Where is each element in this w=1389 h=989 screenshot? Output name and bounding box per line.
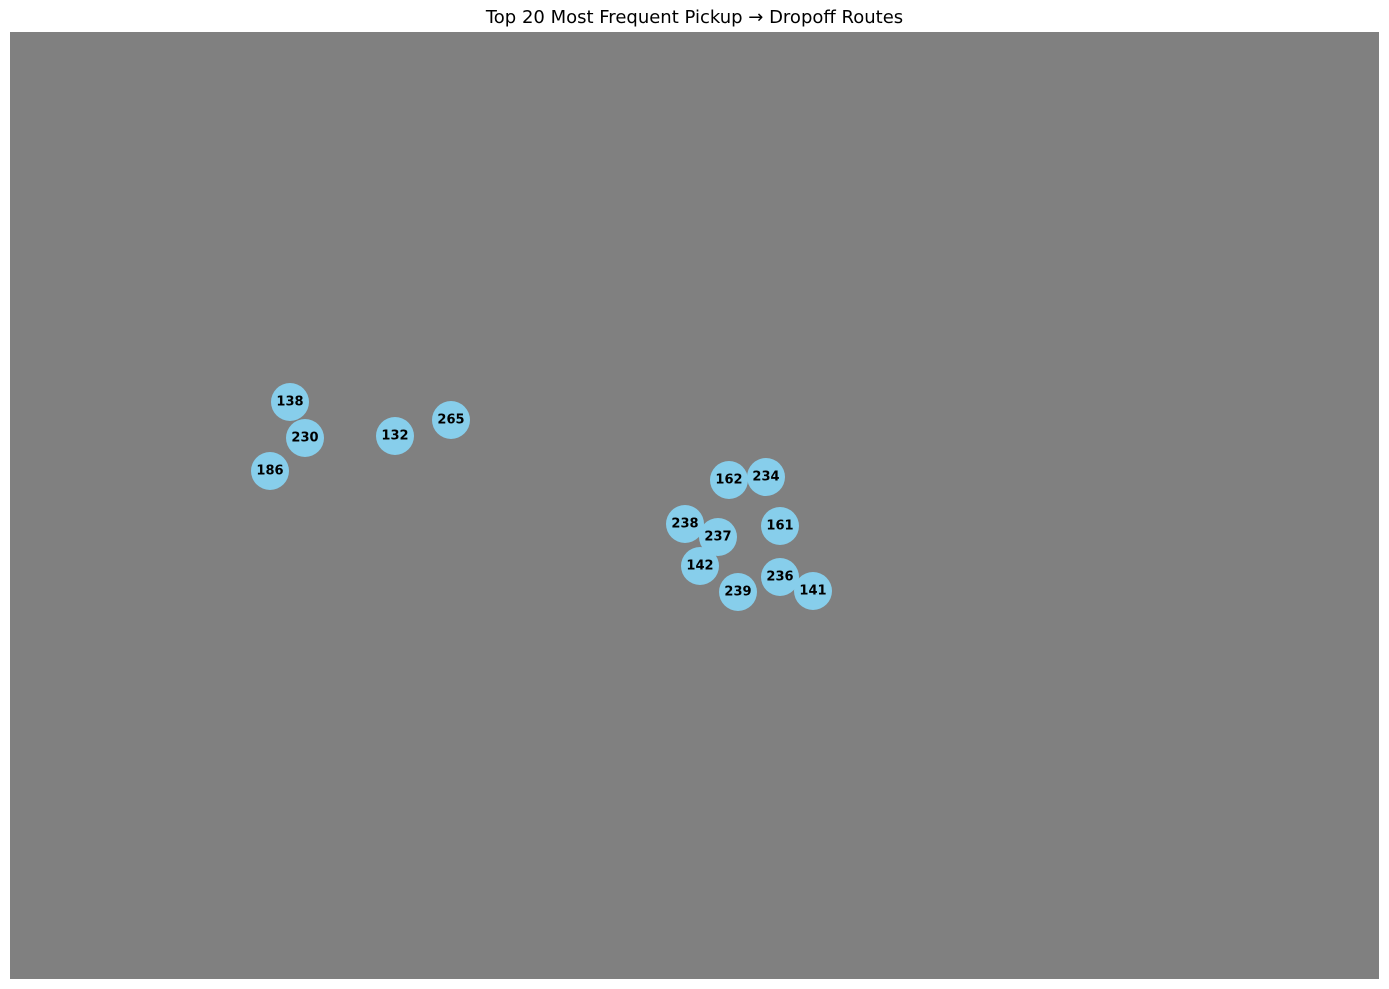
node-circle (376, 417, 414, 455)
node-circle (432, 401, 470, 439)
node-234: 234 (747, 458, 785, 496)
node-circle (699, 518, 737, 556)
node-141: 141 (794, 572, 832, 610)
node-circle (747, 458, 785, 496)
node-label: 239 (724, 585, 751, 600)
node-label: 234 (752, 470, 779, 485)
node-label: 138 (276, 395, 303, 410)
node-label: 186 (256, 464, 283, 479)
node-circle (251, 452, 289, 490)
plot-background (10, 32, 1379, 979)
node-circle (761, 507, 799, 545)
node-circle (666, 505, 704, 543)
node-circle (271, 383, 309, 421)
nodes-layer: 138 230 186 132 265 162 234 238 237 161 142 236 239 1… (251, 383, 832, 611)
node-265: 265 (432, 401, 470, 439)
node-142: 142 (681, 547, 719, 585)
node-237: 237 (699, 518, 737, 556)
network-plot: 138 230 186 132 265 162 234 238 237 161 142 236 239 1… (10, 32, 1379, 979)
node-label: 236 (766, 570, 793, 585)
node-label: 142 (686, 559, 713, 574)
node-label: 161 (766, 519, 793, 534)
node-circle (761, 558, 799, 596)
node-138: 138 (271, 383, 309, 421)
node-label: 132 (381, 429, 408, 444)
node-161: 161 (761, 507, 799, 545)
node-label: 265 (437, 413, 464, 428)
node-238: 238 (666, 505, 704, 543)
node-circle (794, 572, 832, 610)
node-circle (719, 573, 757, 611)
node-circle (286, 419, 324, 457)
node-186: 186 (251, 452, 289, 490)
node-239: 239 (719, 573, 757, 611)
node-label: 238 (671, 517, 698, 532)
node-162: 162 (710, 461, 748, 499)
node-230: 230 (286, 419, 324, 457)
node-circle (710, 461, 748, 499)
node-label: 230 (291, 431, 318, 446)
node-label: 162 (715, 473, 742, 488)
node-132: 132 (376, 417, 414, 455)
node-circle (681, 547, 719, 585)
node-label: 237 (704, 530, 731, 545)
node-label: 141 (799, 584, 826, 599)
node-236: 236 (761, 558, 799, 596)
chart-title: Top 20 Most Frequent Pickup → Dropoff Ro… (485, 7, 904, 28)
